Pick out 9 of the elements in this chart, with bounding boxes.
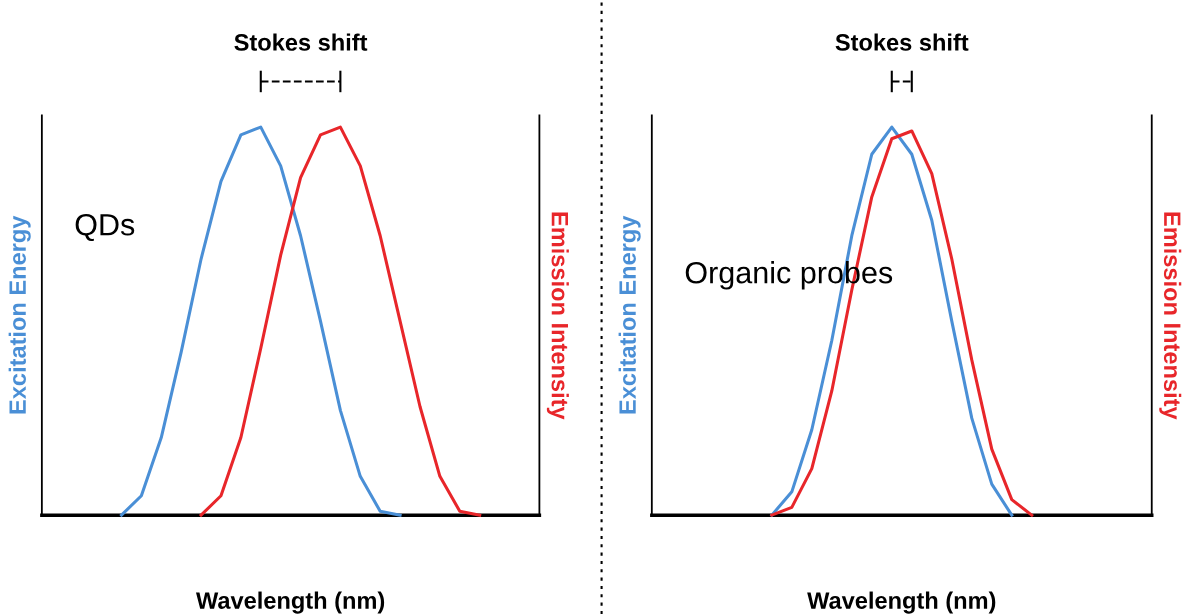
y2-axis-title: Emission Intensity [546, 212, 569, 420]
text: Stokes shift [835, 33, 969, 51]
x-axis-title: Wavelength (nm) [807, 591, 996, 614]
y-axis-title: Excitation Energy [8, 215, 31, 414]
y-axis-title: Excitation Energy [618, 215, 641, 414]
y2-axis-title: Emission Intensity [1159, 212, 1182, 420]
x-axis-title: Wavelength (nm) [196, 591, 385, 614]
annotation: QDs [75, 213, 135, 242]
text: Stokes shift [234, 33, 368, 51]
